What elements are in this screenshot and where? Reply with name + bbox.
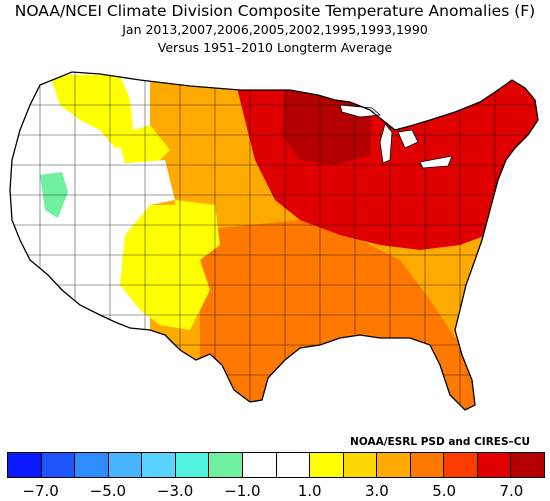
region-rockies-white — [85, 160, 175, 235]
color-swatch — [75, 453, 109, 477]
color-swatch — [8, 453, 42, 477]
color-swatch — [310, 453, 344, 477]
color-scale-tick-label: −3.0 — [156, 482, 194, 500]
color-scale-labels: −7.0 −5.0 −3.0 −1.0 1.0 3.0 5.0 7.0 — [0, 479, 550, 501]
data-credit: NOAA/ESRL PSD and CIRES–CU — [350, 436, 530, 448]
color-scale-tick-label: −1.0 — [224, 482, 261, 500]
color-swatch — [377, 453, 411, 477]
region-northern-rockies-east — [118, 125, 170, 170]
region-northern-rockies — [50, 75, 135, 148]
map-subtitle-years: Jan 2013,2007,2006,2005,2002,1995,1993,1… — [122, 22, 428, 37]
color-swatch — [511, 453, 544, 477]
color-swatch — [444, 453, 478, 477]
color-scale-tick-label: 7.0 — [499, 482, 524, 500]
map-title: NOAA/NCEI Climate Division Composite Tem… — [14, 2, 536, 20]
color-swatch — [477, 453, 512, 477]
climate-division-grid — [10, 72, 538, 410]
region-southwest-east — [175, 200, 220, 260]
us-anomaly-map — [9, 71, 539, 411]
color-swatch — [142, 453, 176, 477]
great-lakes — [339, 104, 453, 169]
color-swatch — [276, 453, 311, 477]
color-swatch — [41, 453, 76, 477]
color-scale-tick-label: −7.0 — [22, 482, 59, 500]
color-swatch — [343, 453, 378, 477]
color-swatch — [175, 453, 210, 477]
color-scale-tick-label: −5.0 — [89, 482, 127, 500]
color-swatch — [209, 453, 243, 477]
color-scale-bar — [7, 452, 545, 478]
map-subtitle-baseline: Versus 1951–2010 Longterm Average — [157, 40, 393, 55]
color-swatch — [108, 453, 143, 477]
anomaly-fill-layer — [10, 72, 538, 410]
color-swatch — [410, 453, 445, 477]
color-scale-tick-label: 1.0 — [297, 482, 322, 500]
color-scale-tick-label: 3.0 — [364, 482, 389, 500]
color-swatch — [242, 453, 277, 477]
color-scale-tick-label: 5.0 — [432, 482, 457, 500]
